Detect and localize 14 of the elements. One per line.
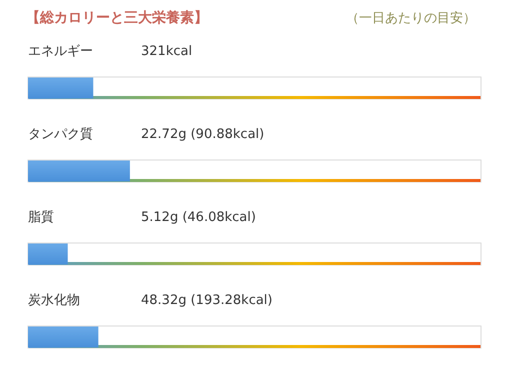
- text: 5.12g (46.08kcal): [141, 210, 256, 225]
- y-tick-label: エネルギー: [28, 44, 93, 59]
- chart-title: 【総カロリーと三大栄養素】: [26, 9, 208, 26]
- y-tick-label: 脂質: [28, 210, 54, 225]
- bar: [28, 326, 98, 348]
- y-tick-label: 炭水化物: [28, 293, 80, 308]
- y-tick-label: タンパク質: [28, 127, 93, 142]
- bar: [28, 244, 68, 264]
- text: 321kcal: [141, 44, 192, 59]
- bar: [28, 78, 94, 98]
- bar: [28, 160, 130, 182]
- text: 22.72g (90.88kcal): [141, 127, 264, 142]
- text: 48.32g (193.28kcal): [141, 293, 272, 308]
- text: （一日あたりの目安）: [346, 10, 476, 26]
